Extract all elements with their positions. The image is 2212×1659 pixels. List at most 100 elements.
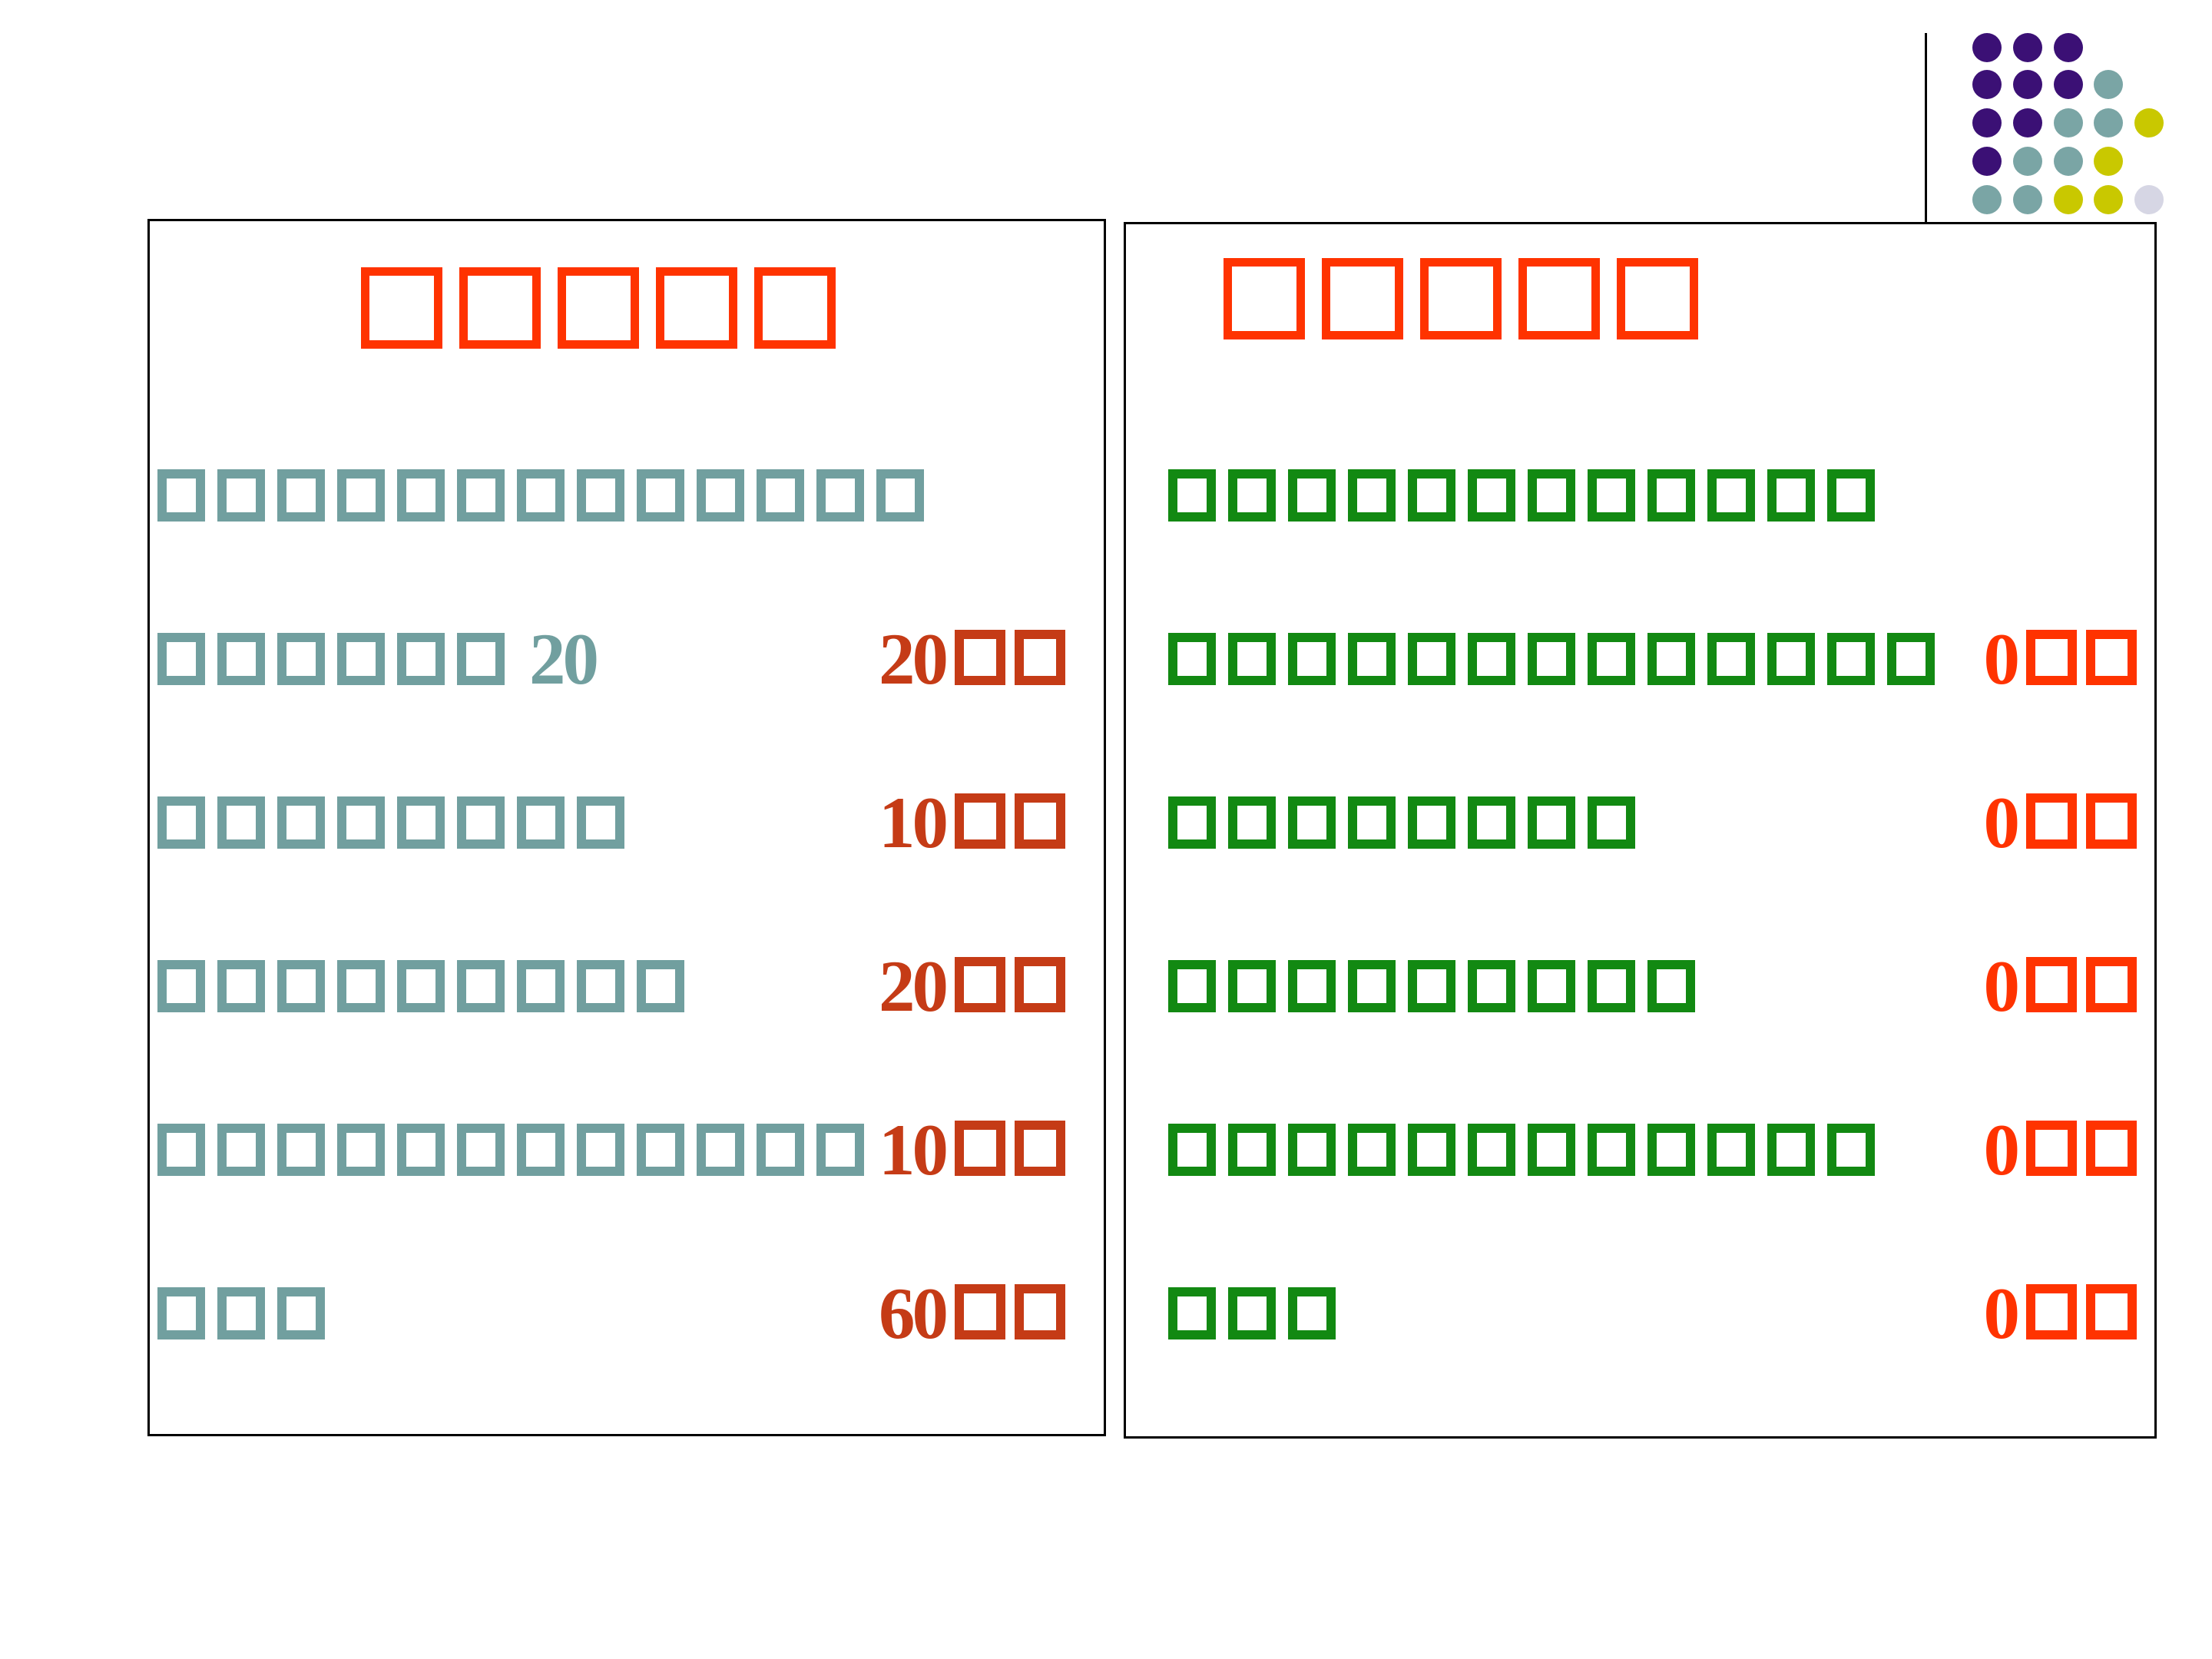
missing-glyph-box — [217, 796, 265, 849]
missing-glyph-box — [1288, 633, 1336, 685]
missing-glyph-box — [157, 960, 205, 1012]
missing-glyph-box — [1168, 1287, 1216, 1339]
missing-glyph-box — [1647, 960, 1695, 1012]
missing-glyph-box — [1168, 469, 1216, 522]
missing-glyph-box — [577, 796, 624, 849]
missing-glyph-box — [397, 633, 445, 685]
decor-dot — [2054, 185, 2083, 214]
score-group: 0 — [1984, 1277, 2137, 1350]
score-number: 60 — [879, 1273, 949, 1354]
missing-glyph-box — [157, 633, 205, 685]
missing-glyph-box — [397, 1124, 445, 1176]
score-missing-glyph-box — [2026, 1121, 2077, 1176]
text-row: 10 — [157, 1109, 1065, 1190]
decor-dot — [2013, 108, 2042, 137]
missing-glyph-box — [277, 1124, 325, 1176]
text-row: 0 — [1168, 623, 2137, 696]
missing-glyph-box — [1767, 1124, 1815, 1176]
missing-glyph-box — [1528, 633, 1575, 685]
score-missing-glyph-box — [1015, 957, 1065, 1012]
text-row: 0 — [1168, 945, 2137, 1027]
title-missing-glyph-box — [1518, 258, 1600, 339]
missing-glyph-box — [1408, 796, 1455, 849]
missing-glyph-box — [1348, 633, 1396, 685]
missing-glyph-box — [277, 960, 325, 1012]
left-panel: 20 20 10 20 10 60 — [147, 219, 1106, 1436]
missing-glyph-box — [457, 796, 505, 849]
missing-glyph-box — [337, 960, 385, 1012]
missing-glyph-box — [1348, 796, 1396, 849]
score-group: 10 — [879, 1109, 1065, 1190]
score-number: 10 — [879, 1109, 949, 1190]
decor-dot — [2054, 33, 2083, 62]
missing-glyph-box — [1168, 1124, 1216, 1176]
score-number: 0 — [1983, 1109, 2020, 1190]
missing-glyph-box — [1468, 796, 1515, 849]
missing-glyph-box — [876, 469, 924, 522]
missing-glyph-box — [277, 633, 325, 685]
missing-glyph-box — [697, 469, 744, 522]
missing-glyph-box — [217, 469, 265, 522]
missing-glyph-box — [1228, 960, 1276, 1012]
missing-glyph-box — [517, 960, 565, 1012]
sentence-missing-glyphs — [1168, 1287, 1336, 1339]
text-row: 0 — [1168, 1277, 2137, 1350]
score-missing-glyph-box — [1015, 630, 1065, 685]
missing-glyph-box — [1468, 960, 1515, 1012]
missing-glyph-box — [397, 960, 445, 1012]
missing-glyph-box — [1228, 633, 1276, 685]
missing-glyph-box — [637, 1124, 684, 1176]
sentence-missing-glyphs — [1168, 1124, 1875, 1176]
panel-title — [361, 267, 836, 349]
missing-glyph-box — [1827, 1124, 1875, 1176]
missing-glyph-box — [1348, 1124, 1396, 1176]
missing-glyph-box — [1408, 960, 1455, 1012]
missing-glyph-box — [1468, 633, 1515, 685]
sentence-missing-glyphs — [1168, 796, 1635, 849]
missing-glyph-box — [1647, 469, 1695, 522]
text-row: 10 — [157, 782, 1065, 863]
missing-glyph-box — [1588, 796, 1635, 849]
title-missing-glyph-box — [1617, 258, 1698, 339]
missing-glyph-box — [757, 1124, 804, 1176]
missing-glyph-box — [1588, 633, 1635, 685]
missing-glyph-box — [1288, 1124, 1336, 1176]
score-number: 10 — [879, 782, 949, 863]
sentence-missing-glyphs — [1168, 633, 1935, 685]
missing-glyph-box — [1528, 1124, 1575, 1176]
missing-glyph-box — [1588, 960, 1635, 1012]
missing-glyph-box — [1707, 1124, 1755, 1176]
missing-glyph-box — [697, 1124, 744, 1176]
text-row — [157, 465, 1065, 522]
text-row — [1168, 465, 2137, 522]
missing-glyph-box — [577, 469, 624, 522]
score-missing-glyph-box — [2086, 630, 2137, 685]
score-group: 0 — [1983, 1109, 2137, 1190]
decor-dot — [2094, 70, 2123, 99]
score-number: 0 — [1983, 782, 2020, 863]
score-missing-glyph-box — [955, 1121, 1005, 1176]
missing-glyph-box — [1288, 1287, 1336, 1339]
decor-dot — [2134, 185, 2164, 214]
decor-dot — [2054, 108, 2083, 137]
sentence-missing-glyphs — [157, 960, 684, 1012]
decor-dot — [1972, 70, 2002, 99]
score-number: 0 — [1983, 945, 2020, 1027]
missing-glyph-box — [517, 796, 565, 849]
title-missing-glyph-box — [361, 267, 442, 349]
decor-dot — [1972, 33, 2002, 62]
missing-glyph-box — [1468, 469, 1515, 522]
score-missing-glyph-box — [2086, 793, 2137, 849]
missing-glyph-box — [457, 633, 505, 685]
sentence-missing-glyphs — [157, 796, 624, 849]
score-missing-glyph-box — [2086, 957, 2137, 1012]
missing-glyph-box — [1647, 633, 1695, 685]
sentence-missing-glyphs — [157, 1287, 325, 1339]
title-missing-glyph-box — [754, 267, 836, 349]
title-missing-glyph-box — [1322, 258, 1403, 339]
missing-glyph-box — [157, 1287, 205, 1339]
score-missing-glyph-box — [955, 1284, 1005, 1339]
score-missing-glyph-box — [1015, 793, 1065, 849]
title-missing-glyph-box — [558, 267, 639, 349]
title-missing-glyph-box — [656, 267, 737, 349]
